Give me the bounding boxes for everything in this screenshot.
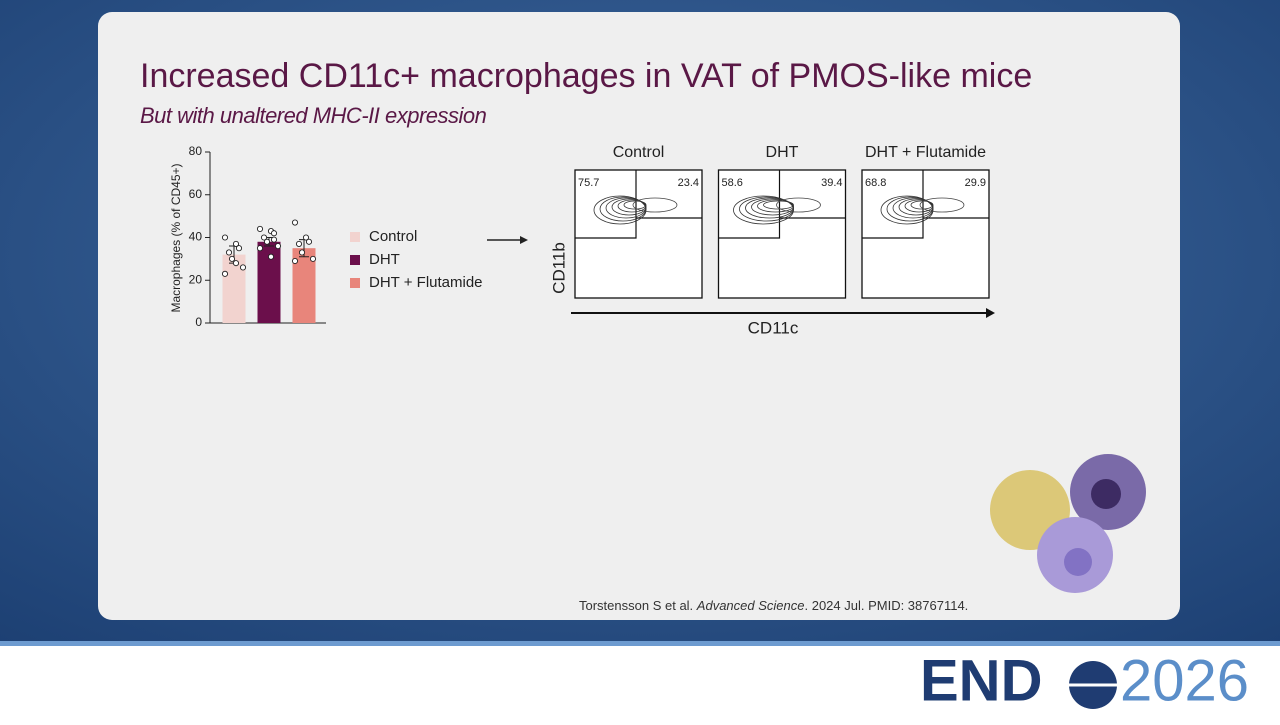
nucleus <box>1064 548 1092 576</box>
contour <box>623 200 647 210</box>
flow-plots: CD11b CD11c Control 75.7 23.4 DHT 58.6 39.4 DH… <box>549 144 995 337</box>
legend-label: Control <box>369 228 417 245</box>
slide-title: Increased CD11c+ macrophages in VAT of P… <box>140 57 1032 95</box>
gate <box>575 170 702 239</box>
data-point <box>291 257 299 265</box>
flow-panel <box>574 169 703 299</box>
contour <box>776 197 821 213</box>
flow-x-label: CD11c <box>748 318 799 337</box>
contour <box>919 197 965 213</box>
citation-authors: Torstensson S et al. <box>579 598 693 613</box>
data-point <box>270 236 278 243</box>
flow-panel-title: Control <box>613 144 665 161</box>
legend-swatch <box>350 255 360 265</box>
gate-percent-left: 75.7 <box>578 177 599 189</box>
citation: Torstensson S et al. Advanced Science. 2… <box>579 598 968 613</box>
flow-panel <box>861 169 990 299</box>
data-point <box>260 234 268 241</box>
data-point <box>221 234 229 241</box>
flow-y-label: CD11b <box>549 242 568 294</box>
legend-swatch <box>350 278 360 288</box>
footer <box>0 646 1280 720</box>
data-point <box>256 225 264 232</box>
bar-chart: Macrophages (% of CD45+) 0 20 40 60 80 Contro… <box>169 144 482 329</box>
y-tick-label: 40 <box>189 230 203 244</box>
legend-label: DHT + Flutamide <box>369 274 483 291</box>
slide-subtitle: But with unaltered MHC-II expression <box>140 103 487 128</box>
data-point <box>225 249 233 256</box>
gate-percent-right: 29.9 <box>965 177 986 189</box>
legend-swatch <box>350 232 360 242</box>
flow-panel-title: DHT + Flutamide <box>865 144 986 161</box>
nucleus <box>1091 479 1121 509</box>
arrow-head <box>520 236 528 244</box>
logo-right: 2026 <box>1120 648 1249 713</box>
divider <box>0 641 1280 646</box>
data-point <box>270 230 278 237</box>
contour <box>910 200 934 210</box>
gate-percent-left: 58.6 <box>722 177 743 189</box>
data-point <box>263 238 271 245</box>
data-point <box>295 240 303 247</box>
gate <box>718 170 846 239</box>
data-point <box>232 260 240 267</box>
data-point <box>235 245 243 252</box>
contour <box>763 200 794 210</box>
data-point <box>274 242 282 250</box>
data-point <box>232 240 240 247</box>
data-point <box>239 264 247 271</box>
flow-panel <box>717 169 847 299</box>
legend-label: DHT <box>369 251 400 268</box>
logo-left: END <box>920 648 1042 713</box>
y-tick-label: 80 <box>189 144 203 158</box>
cell-illustration <box>990 454 1146 593</box>
gate-percent-right: 23.4 <box>678 177 699 189</box>
bar <box>257 241 281 323</box>
flow-arrow-head <box>986 308 995 318</box>
data-point <box>228 255 236 262</box>
card <box>98 12 1180 620</box>
bar <box>222 254 246 323</box>
y-tick-label: 60 <box>189 187 203 201</box>
bar <box>292 248 316 323</box>
gate-percent-left: 68.8 <box>865 177 886 189</box>
citation-journal: Advanced Science <box>696 598 805 613</box>
data-point <box>221 270 229 277</box>
data-point <box>302 234 310 241</box>
flow-panel-title: DHT <box>766 144 799 161</box>
y-tick-label: 20 <box>189 272 203 286</box>
data-point <box>291 219 299 226</box>
citation-rest: . 2024 Jul. PMID: 38767114. <box>804 598 968 613</box>
data-point <box>298 249 306 256</box>
data-point <box>256 245 264 252</box>
gate <box>862 170 989 239</box>
data-point <box>309 255 317 262</box>
contour <box>632 197 678 213</box>
gate-percent-right: 39.4 <box>821 177 842 189</box>
y-axis-label: Macrophages (% of CD45+) <box>169 163 183 312</box>
data-point <box>267 253 275 260</box>
data-point <box>305 238 313 245</box>
y-tick-label: 0 <box>195 315 202 329</box>
